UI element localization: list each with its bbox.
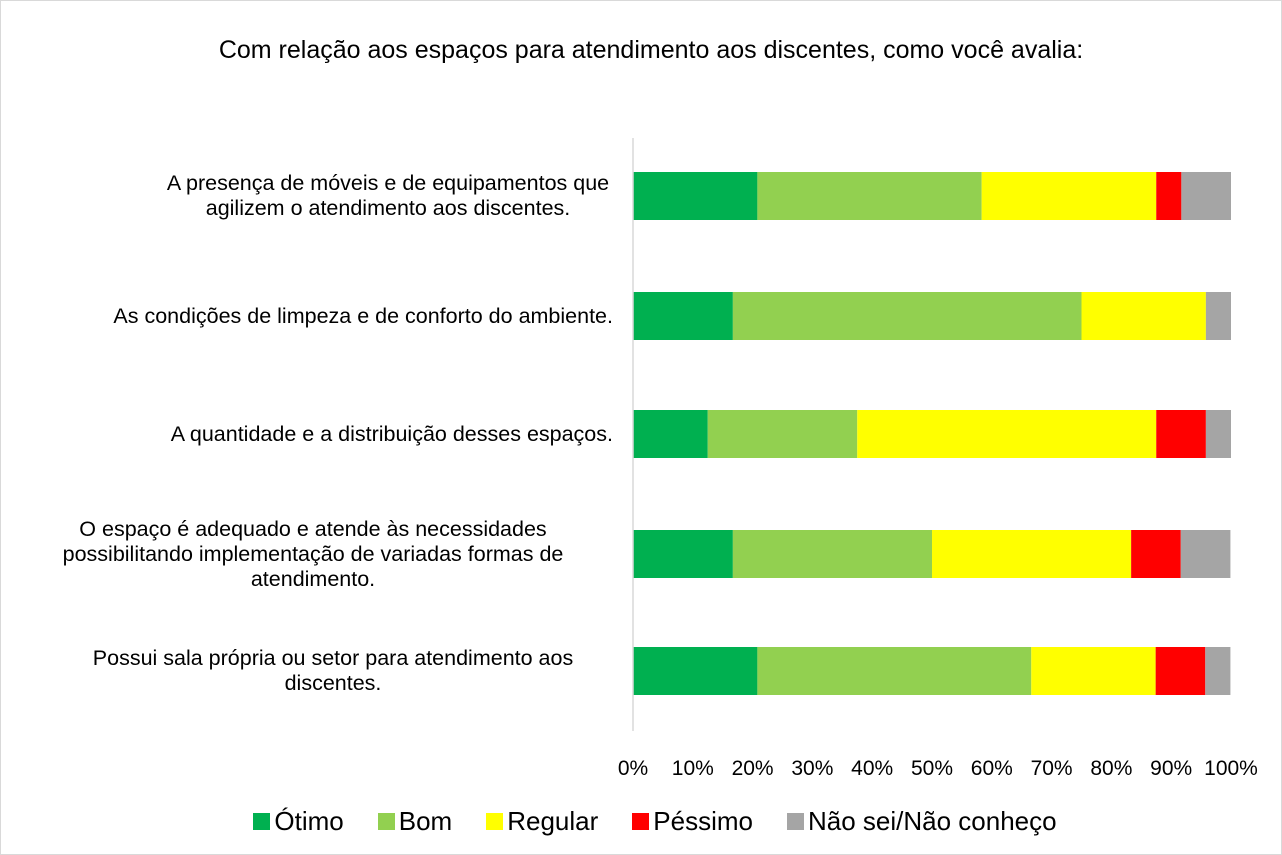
bar-segment bbox=[1205, 410, 1231, 458]
bar-segment bbox=[857, 410, 1157, 458]
legend-item: Bom bbox=[377, 801, 453, 841]
category-text: As condições de limpeza e de conforto do… bbox=[113, 303, 613, 328]
legend-label: Péssimo bbox=[653, 806, 753, 836]
bar-segment bbox=[1156, 172, 1182, 220]
legend-swatch bbox=[786, 812, 804, 830]
bar-segment bbox=[1081, 292, 1206, 340]
x-tick-label: 20% bbox=[732, 757, 774, 780]
legend-label: Não sei/Não conheço bbox=[807, 806, 1057, 836]
category-text: A quantidade e a distribuição desses esp… bbox=[170, 421, 613, 446]
bar-segment bbox=[981, 172, 1157, 220]
bar-segment bbox=[1155, 647, 1206, 695]
category-label: Possui sala própria ou setor para atendi… bbox=[1, 646, 613, 696]
bar-segment bbox=[757, 647, 1032, 695]
x-tick-label: 60% bbox=[971, 757, 1013, 780]
bar-segment bbox=[1181, 172, 1231, 220]
category-text: Possui sala própria ou setor para atendi… bbox=[92, 646, 574, 695]
x-tick-label: 100% bbox=[1204, 757, 1258, 780]
x-tick-label: 50% bbox=[911, 757, 953, 780]
legend-swatch bbox=[486, 812, 504, 830]
x-tick-label: 10% bbox=[672, 757, 714, 780]
legend-item: Péssimo bbox=[632, 801, 753, 841]
bar-segment bbox=[633, 530, 733, 578]
legend-swatch bbox=[377, 812, 395, 830]
legend-item: Regular bbox=[486, 801, 598, 841]
chart-title: Com relação aos espaços para atendimento… bbox=[218, 36, 1084, 64]
bar-segment bbox=[633, 647, 758, 695]
legend-item: Não sei/Não conheço bbox=[786, 801, 1057, 841]
bar-segment bbox=[1180, 530, 1231, 578]
x-tick-label: 70% bbox=[1031, 757, 1073, 780]
bar-segment bbox=[1205, 647, 1231, 695]
category-label: A presença de móveis e de equipamentos q… bbox=[1, 171, 613, 221]
x-tick-label: 80% bbox=[1090, 757, 1132, 780]
bar-segment bbox=[633, 292, 733, 340]
legend-item: Ótimo bbox=[253, 801, 344, 841]
legend-label: Regular bbox=[507, 806, 599, 836]
category-label: A quantidade e a distribuição desses esp… bbox=[1, 422, 613, 447]
bar-segment bbox=[633, 172, 758, 220]
x-tick-label: 0% bbox=[618, 757, 648, 780]
bar-segment bbox=[1156, 410, 1206, 458]
legend-swatch bbox=[253, 812, 271, 830]
legend-label: Bom bbox=[398, 806, 453, 836]
x-tick-label: 40% bbox=[851, 757, 893, 780]
bar-segment bbox=[732, 530, 932, 578]
category-text: O espaço é adequado e atende às necessid… bbox=[62, 516, 564, 591]
category-label: As condições de limpeza e de conforto do… bbox=[1, 304, 613, 329]
bar-segment bbox=[1131, 530, 1181, 578]
x-tick-label: 30% bbox=[791, 757, 833, 780]
category-label: O espaço é adequado e atende às necessid… bbox=[1, 517, 613, 592]
bar-segment bbox=[732, 292, 1082, 340]
bar-segment bbox=[1205, 292, 1231, 340]
bar-segment bbox=[633, 410, 708, 458]
bar-segment bbox=[932, 530, 1132, 578]
legend-label: Ótimo bbox=[274, 806, 344, 836]
x-tick-label: 90% bbox=[1150, 757, 1192, 780]
legend-swatch bbox=[632, 812, 650, 830]
bar-segment bbox=[757, 172, 982, 220]
bar-segment bbox=[707, 410, 858, 458]
legend: Ótimo Bom Regular Péssimo Não sei/Não conheç… bbox=[1, 801, 1281, 841]
bar-segment bbox=[1031, 647, 1156, 695]
category-text: A presença de móveis e de equipamentos q… bbox=[166, 171, 610, 220]
